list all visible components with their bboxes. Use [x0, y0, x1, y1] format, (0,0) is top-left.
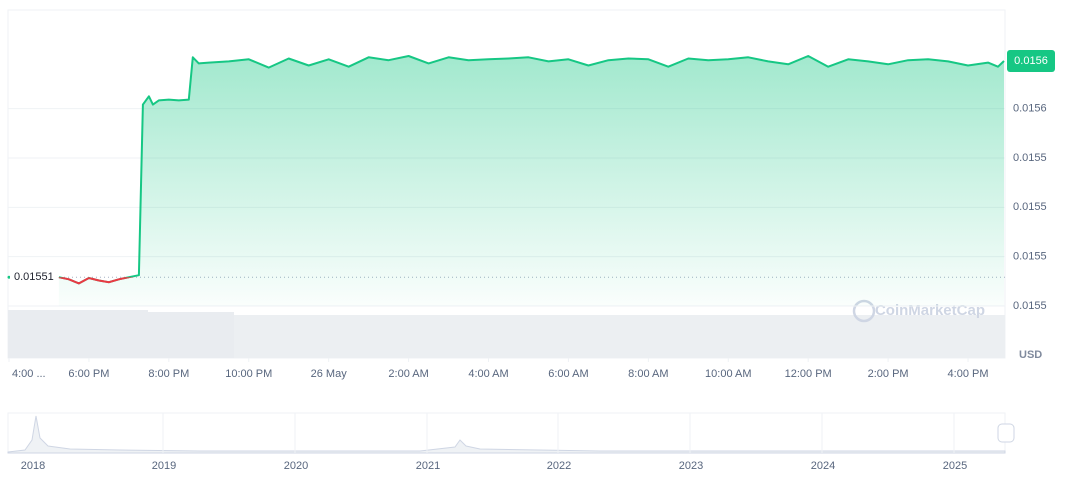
navigator-year: 2022 [547, 460, 571, 472]
x-tick-label: 10:00 PM [225, 368, 272, 380]
x-tick-label: 6:00 PM [68, 368, 109, 380]
x-tick-label: 8:00 AM [628, 368, 668, 380]
x-tick-label: 2:00 PM [868, 368, 909, 380]
navigator-handle[interactable] [997, 423, 1015, 443]
x-tick-label: 10:00 AM [705, 368, 751, 380]
x-tick-label: 4:00 ... [12, 368, 46, 380]
price-point [7, 275, 11, 279]
navigator-year: 2021 [416, 460, 440, 472]
navigator-year: 2025 [943, 460, 967, 472]
navigator-year: 2024 [811, 460, 835, 472]
price-line [58, 55, 1005, 285]
x-tick-label: 2:00 AM [388, 368, 428, 380]
baseline-label: 0.01551 [14, 271, 54, 283]
y-tick-label: 0.0156 [1013, 103, 1047, 115]
y-tick-label: 0.0155 [1013, 201, 1047, 213]
navigator-year: 2018 [21, 460, 45, 472]
navigator-year: 2023 [679, 460, 703, 472]
x-tick-label: 4:00 AM [468, 368, 508, 380]
currency-label: USD [1019, 349, 1042, 361]
volume-bars [8, 310, 1005, 358]
price-area [9, 56, 1004, 306]
x-tick-label: 6:00 AM [548, 368, 588, 380]
y-tick-label: 0.0155 [1013, 251, 1047, 263]
last-price-label: 0.0156 [1014, 55, 1048, 67]
y-tick-label: 0.0155 [1013, 152, 1047, 164]
last-price-badge [1007, 49, 1055, 72]
navigator-year: 2020 [284, 460, 308, 472]
x-tick-label: 4:00 PM [948, 368, 989, 380]
baseline-label-bg [10, 269, 58, 286]
x-tick-label: 12:00 PM [785, 368, 832, 380]
navigator: 2018 2019 2020 2021 2022 2023 2024 2025 [7, 412, 1015, 472]
navigator-year: 2019 [152, 460, 176, 472]
x-tick-label: 26 May [311, 368, 348, 380]
y-tick-label: 0.0155 [1013, 300, 1047, 312]
x-tick-label: 8:00 PM [148, 368, 189, 380]
